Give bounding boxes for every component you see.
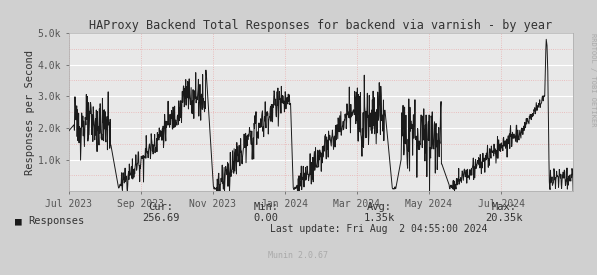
Y-axis label: Responses per Second: Responses per Second (24, 50, 35, 175)
Title: HAProxy Backend Total Responses for backend via varnish - by year: HAProxy Backend Total Responses for back… (90, 19, 552, 32)
Text: Max:: Max: (492, 202, 517, 212)
Text: ■: ■ (15, 216, 21, 226)
Text: Responses: Responses (29, 216, 85, 226)
Text: 20.35k: 20.35k (486, 213, 523, 223)
Text: Min:: Min: (253, 202, 278, 212)
Text: Cur:: Cur: (149, 202, 174, 212)
Text: 256.69: 256.69 (143, 213, 180, 223)
Text: Last update: Fri Aug  2 04:55:00 2024: Last update: Fri Aug 2 04:55:00 2024 (270, 224, 488, 234)
Text: RRDTOOL / TOBI OETIKER: RRDTOOL / TOBI OETIKER (590, 33, 596, 126)
Text: 1.35k: 1.35k (364, 213, 395, 223)
Text: Munin 2.0.67: Munin 2.0.67 (269, 252, 328, 260)
Text: 0.00: 0.00 (253, 213, 278, 223)
Text: Avg:: Avg: (367, 202, 392, 212)
